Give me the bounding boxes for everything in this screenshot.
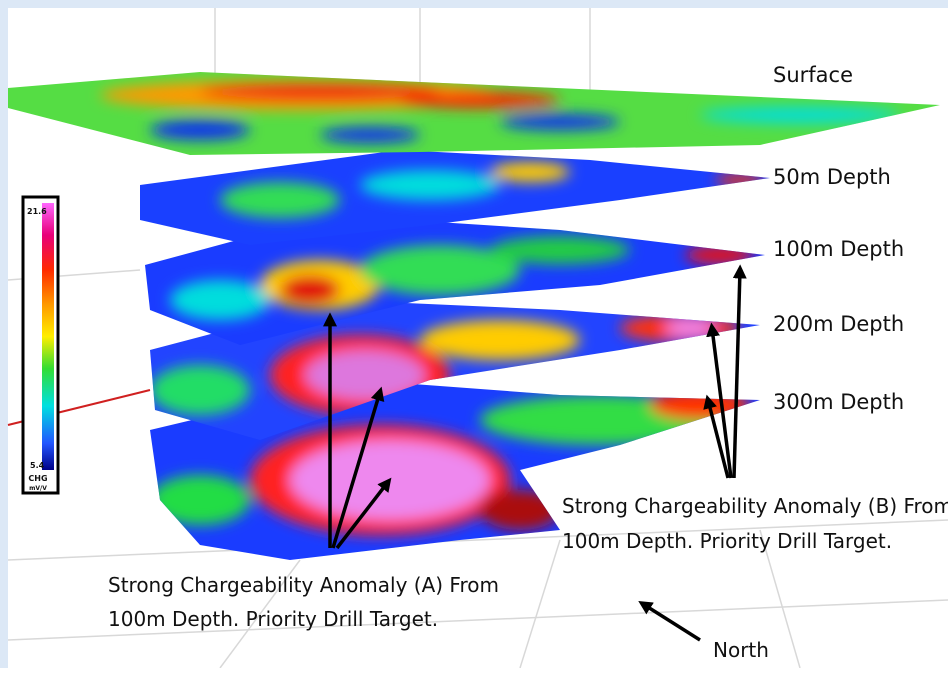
annotation: 100m Depth. Priority Drill Target. (108, 607, 438, 631)
annotation: Strong Chargeability Anomaly (B) From (562, 494, 948, 518)
layer-label: 50m Depth (773, 165, 891, 189)
colorbar-ramp (42, 203, 54, 470)
colorbar-max: 21.6 (27, 207, 47, 216)
annotation: Strong Chargeability Anomaly (A) From (108, 573, 499, 597)
annotation: 100m Depth. Priority Drill Target. (562, 529, 892, 553)
colorbar-min: 5.4 (30, 461, 45, 470)
north-label: North (713, 638, 769, 662)
colorbar-unit: CHG (28, 474, 47, 483)
layer-label: 200m Depth (773, 312, 904, 336)
arrows (323, 264, 747, 642)
layer-label: 300m Depth (773, 390, 904, 414)
colorbar-subunit: mV/V (29, 485, 47, 492)
layer-label: 100m Depth (773, 237, 904, 261)
grid (7, 8, 948, 669)
layer-label: Surface (773, 63, 853, 87)
